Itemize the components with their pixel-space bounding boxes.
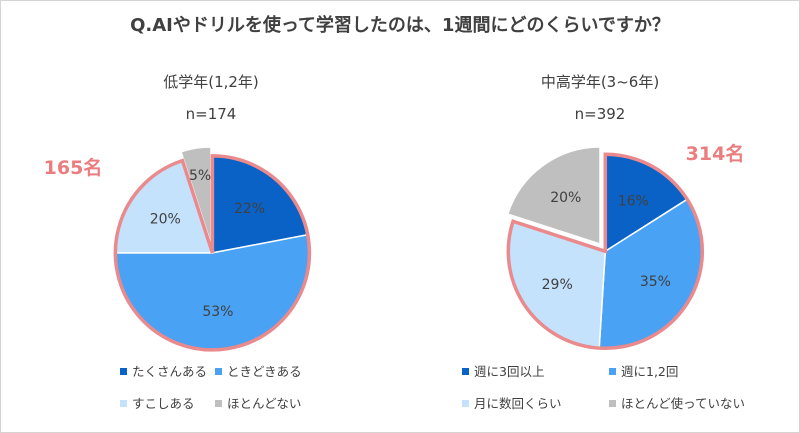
pie1-legend-label-1: たくさんある (132, 364, 207, 379)
pie2-value-label-2: 35% (640, 274, 671, 290)
pie1-legend-label-4: ほとんどない (227, 396, 301, 411)
pie1-value-label-2: 53% (202, 304, 233, 320)
pie2-value-label-1: 16% (618, 193, 649, 209)
pie1-legend-label-2: ときどきある (227, 364, 302, 379)
pie2-legend-swatch-1 (462, 368, 469, 375)
pie1-legend-swatch-2 (215, 368, 222, 375)
pie2-value-label-3: 29% (542, 277, 573, 293)
pie2-legend-label-4: ほとんど使っていない (621, 396, 745, 411)
pie2-subtitle: 中高学年(3~6年) (541, 73, 659, 91)
pie1-highlight-outline (113, 154, 312, 352)
pie1-legend-swatch-1 (120, 368, 127, 375)
pie1-legend-swatch-4 (215, 400, 222, 407)
pie1-highlight-label: 165名 (44, 156, 103, 179)
pie2-slice-4 (506, 146, 601, 246)
pie1-subtitle: 低学年(1,2年) (163, 73, 259, 91)
pie2-n-label: n=392 (575, 105, 626, 123)
pie1-slice-4 (180, 146, 212, 245)
pie2-legend-swatch-2 (609, 368, 616, 375)
pie2-highlight-outline (506, 152, 705, 350)
pie1-legend-swatch-3 (120, 400, 127, 407)
pie2-legend-label-1: 週に3回以上 (474, 364, 544, 379)
pie1-n-label: n=174 (186, 105, 237, 123)
chart-title: Q.AIやドリルを使って学習したのは、1週間にどのくらいですか？ (130, 14, 670, 36)
pie1-value-label-4: 5% (189, 168, 211, 184)
pie1-value-label-3: 20% (150, 212, 181, 228)
pie2-legend-swatch-4 (609, 400, 616, 407)
pie1-legend-label-3: すこしある (132, 396, 195, 411)
pie2-legend-swatch-3 (462, 400, 469, 407)
pie2-legend-label-3: 月に数回くらい (474, 396, 562, 411)
pie1-value-label-1: 22% (234, 201, 265, 217)
pie2-highlight-label: 314名 (686, 142, 745, 165)
pie2-legend-label-2: 週に1,2回 (621, 364, 678, 379)
pie2-value-label-4: 20% (550, 190, 581, 206)
